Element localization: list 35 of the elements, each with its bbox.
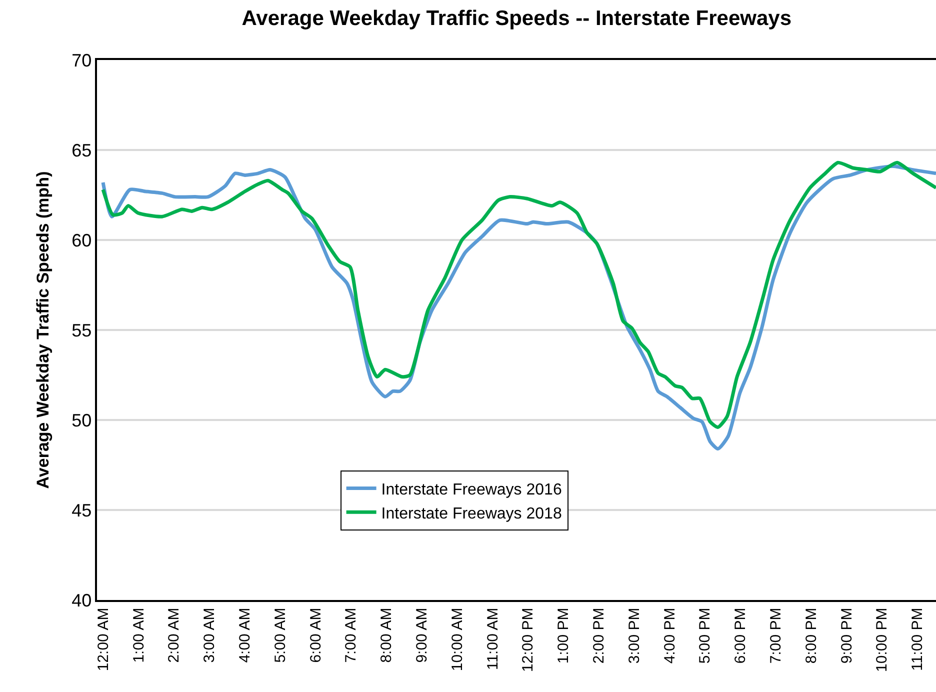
x-tick-label: 1:00 PM — [555, 608, 572, 664]
x-tick-label: 6:00 PM — [732, 608, 750, 664]
x-tick-label: 2:00 PM — [590, 608, 608, 664]
y-tick-label: 45 — [72, 500, 92, 520]
x-tick-label: 7:00 AM — [342, 608, 360, 663]
legend-label: Interstate Freeways 2016 — [381, 482, 562, 499]
x-tick-label: 7:00 PM — [768, 608, 785, 664]
x-tick-label: 6:00 AM — [307, 608, 324, 663]
x-tick-label: 10:00 AM — [448, 608, 466, 672]
x-tick-label: 5:00 AM — [272, 608, 289, 663]
x-tick-label: 10:00 PM — [874, 608, 891, 672]
y-axis-title: Average Weekday Traffic Speeds (mph) — [34, 171, 53, 489]
x-tick-label: 3:00 AM — [201, 608, 218, 663]
y-tick-label: 55 — [72, 320, 92, 340]
x-tick-label: 1:00 AM — [130, 608, 148, 663]
x-tick-label: 9:00 AM — [414, 608, 431, 663]
x-tick-label: 12:00 AM — [94, 608, 112, 672]
chart-title: Average Weekday Traffic Speeds -- Interstate Freeways — [242, 7, 792, 30]
y-tick-label: 50 — [72, 410, 92, 430]
y-tick-label: 70 — [72, 50, 92, 70]
x-tick-label: 12:00 PM — [520, 608, 537, 672]
x-tick-label: 3:00 PM — [626, 608, 643, 664]
x-tick-label: 2:00 AM — [166, 608, 183, 663]
x-tick-label: 4:00 PM — [661, 608, 678, 664]
legend-label: Interstate Freeways 2018 — [381, 505, 562, 522]
y-tick-label: 60 — [72, 230, 92, 250]
x-tick-label: 9:00 PM — [838, 608, 856, 664]
x-tick-label: 11:00 AM — [484, 608, 502, 670]
x-tick-label: 11:00 PM — [909, 608, 926, 671]
x-tick-label: 4:00 AM — [236, 608, 254, 663]
y-tick-label: 40 — [72, 590, 92, 610]
x-tick-label: 8:00 PM — [802, 608, 820, 664]
y-tick-label: 65 — [72, 140, 92, 160]
x-tick-label: 5:00 PM — [696, 608, 714, 664]
x-tick-label: 8:00 AM — [378, 608, 396, 663]
